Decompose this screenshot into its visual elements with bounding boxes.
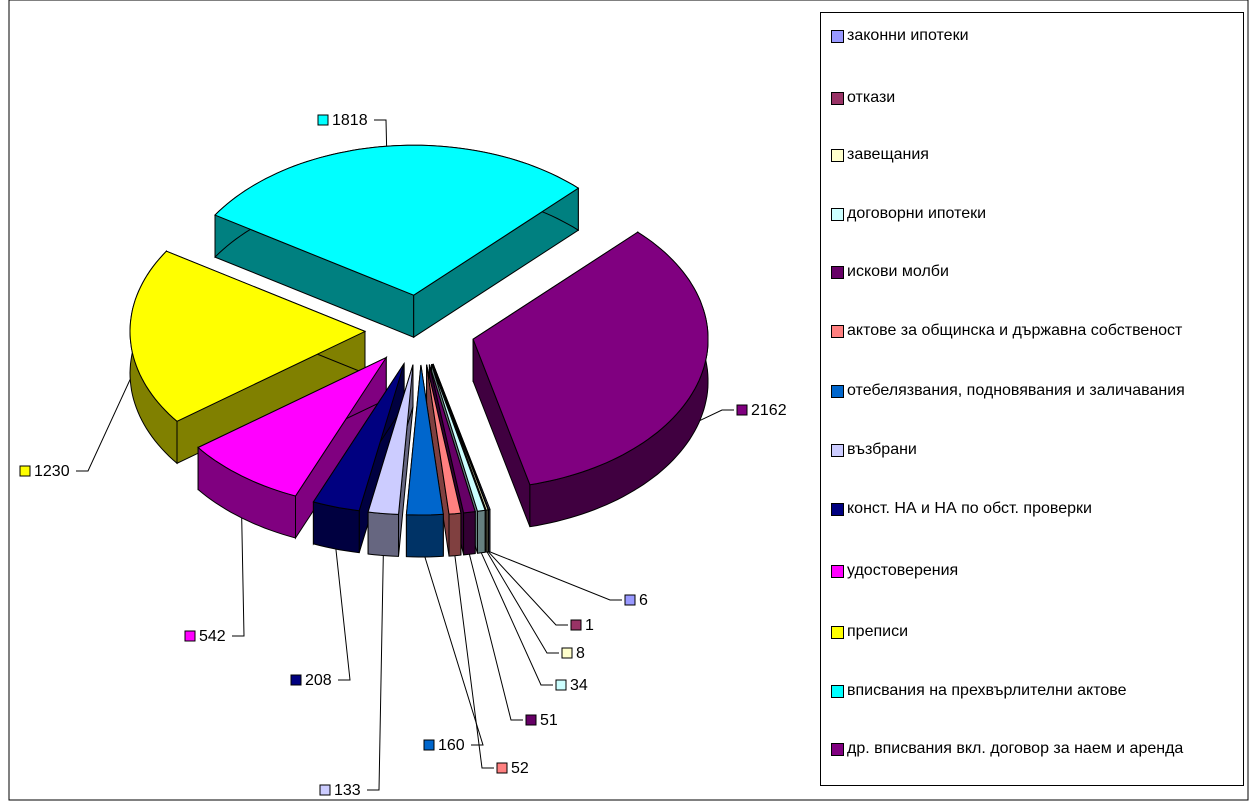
legend-item: отебелязвания, подновявания и заличавани… <box>827 381 1249 401</box>
label-swatch <box>561 647 573 659</box>
data-label: 52 <box>511 760 529 777</box>
legend-label: конст. НА и НА по обст. проверки <box>847 500 1092 517</box>
slice-top <box>129 250 367 422</box>
legend: законни ипотеки откази завещания договорни … <box>820 12 1244 786</box>
legend-swatch <box>831 565 844 578</box>
label-swatch <box>525 714 537 726</box>
legend-swatch <box>831 626 844 639</box>
legend-swatch <box>831 208 844 221</box>
legend-label: искови молби <box>847 263 949 280</box>
slice-top <box>426 364 462 515</box>
legend-item: възбрани <box>827 440 1249 460</box>
legend-item: преписи <box>827 622 1249 642</box>
legend-item: откази <box>827 88 1249 108</box>
slice-top <box>367 364 414 515</box>
leader-line <box>488 551 568 626</box>
leader-line <box>454 555 494 769</box>
legend-label: договорни ипотеки <box>847 205 987 222</box>
legend-label: актове за общинска и държавна собственос… <box>847 322 1183 339</box>
legend-label: удостоверения <box>847 562 959 579</box>
slice-side <box>485 509 489 553</box>
leader-line <box>374 119 388 147</box>
slice-side <box>477 509 486 554</box>
legend-item: искови молби <box>827 262 1249 282</box>
legend-swatch <box>831 30 844 43</box>
legend-label: откази <box>847 89 896 106</box>
label-swatch <box>423 739 435 751</box>
legend-label: възбрани <box>847 441 917 458</box>
data-label: 208 <box>305 672 332 689</box>
legend-label: отебелязвания, подновявания и заличавани… <box>847 382 1185 399</box>
label-swatch <box>736 404 748 416</box>
leader-line <box>480 552 553 686</box>
data-label: 2162 <box>751 402 787 419</box>
legend-swatch <box>831 385 844 398</box>
leader-line <box>232 517 245 637</box>
legend-swatch <box>831 266 844 279</box>
legend-label: вписвания на прехвърлителни актове <box>847 682 1127 699</box>
legend-swatch <box>831 503 844 516</box>
slice-top <box>472 231 709 486</box>
slice-top <box>431 364 486 512</box>
slice-side <box>463 511 476 556</box>
leader-line <box>699 409 734 422</box>
data-label: 542 <box>199 628 226 645</box>
slice-top <box>428 364 476 514</box>
slice-side <box>448 512 462 557</box>
legend-swatch <box>831 444 844 457</box>
slice-side <box>405 513 444 558</box>
data-label: 1818 <box>332 112 368 129</box>
data-label: 6 <box>639 592 648 609</box>
label-swatch <box>317 114 329 126</box>
data-label: 8 <box>576 645 585 662</box>
data-label: 1230 <box>34 463 70 480</box>
leader-line <box>489 551 622 601</box>
leader-line <box>468 554 523 721</box>
leader-line <box>76 379 131 472</box>
leader-line <box>367 555 384 791</box>
data-label: 34 <box>570 677 588 694</box>
legend-label: завещания <box>847 146 929 163</box>
legend-swatch <box>831 325 844 338</box>
legend-swatch <box>831 92 844 105</box>
legend-swatch <box>831 685 844 698</box>
label-swatch <box>19 465 31 477</box>
slice-side <box>367 511 399 557</box>
label-swatch <box>570 619 582 631</box>
chart-frame <box>8 0 1249 801</box>
leader-line <box>424 556 484 746</box>
slice-top <box>197 356 388 497</box>
label-swatch <box>290 674 302 686</box>
legend-label: др. вписвания вкл. договор за наем и аре… <box>847 740 1184 757</box>
label-swatch <box>319 784 331 796</box>
label-swatch <box>184 630 196 642</box>
legend-swatch <box>831 743 844 756</box>
data-label: 51 <box>540 712 558 729</box>
label-swatch <box>496 762 508 774</box>
data-label: 1 <box>585 617 594 634</box>
legend-item: вписвания на прехвърлителни актове <box>827 681 1249 701</box>
slice-top <box>312 363 405 512</box>
label-swatch <box>555 679 567 691</box>
data-label: 160 <box>438 737 465 754</box>
legend-item: конст. НА и НА по обст. проверки <box>827 499 1249 519</box>
label-swatch <box>624 594 636 606</box>
legend-item: законни ипотеки <box>827 26 1249 46</box>
leader-line <box>486 551 559 654</box>
slice-top <box>432 363 489 511</box>
leader-line <box>335 549 351 681</box>
legend-item: договорни ипотеки <box>827 204 1249 224</box>
slice-top <box>405 364 444 516</box>
legend-item: удостоверения <box>827 561 1249 581</box>
legend-swatch <box>831 149 844 162</box>
legend-item: др. вписвания вкл. договор за наем и аре… <box>827 739 1249 759</box>
legend-label: преписи <box>847 623 908 640</box>
legend-item: актове за общинска и държавна собственос… <box>827 321 1249 341</box>
legend-label: законни ипотеки <box>847 27 969 44</box>
data-label: 133 <box>334 782 361 799</box>
legend-item: завещания <box>827 145 1249 165</box>
